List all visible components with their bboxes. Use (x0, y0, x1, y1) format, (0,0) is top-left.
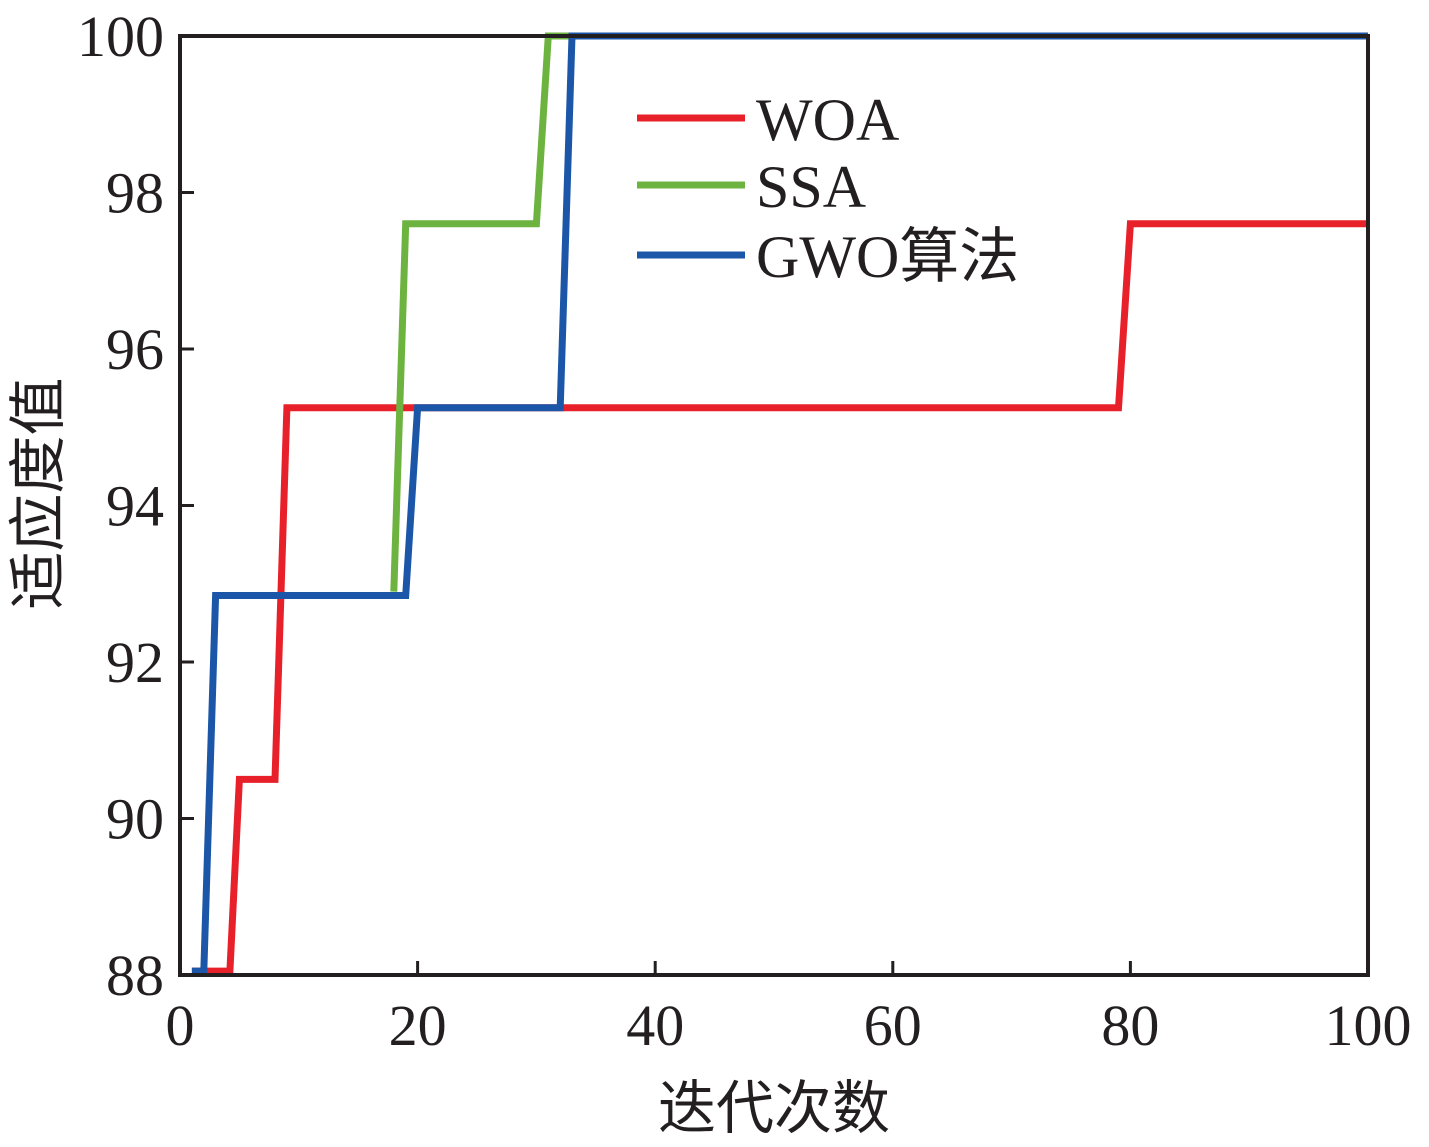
y-tick-label: 100 (77, 4, 164, 69)
y-tick-label: 94 (106, 474, 164, 539)
x-tick-label: 40 (626, 993, 684, 1058)
x-tick-label: 20 (389, 993, 447, 1058)
y-tick-label: 90 (106, 787, 164, 852)
legend-label-gwo: GWO算法 (756, 224, 1019, 290)
y-axis-title: 适应度值 (4, 377, 72, 609)
x-tick-label: 60 (864, 993, 922, 1058)
x-tick-label: 0 (166, 993, 195, 1058)
x-axis-title: 迭代次数 (658, 1074, 890, 1142)
y-tick-label: 98 (106, 161, 164, 226)
x-tick-label: 80 (1101, 993, 1159, 1058)
ticks-layer: 0 20 40 60 80 100 88 90 92 94 96 98 100 (77, 4, 1412, 1058)
x-tick-label: 100 (1325, 993, 1412, 1058)
legend-label-woa: WOA (756, 87, 899, 153)
y-tick-label: 92 (106, 630, 164, 695)
y-tick-label: 96 (106, 317, 164, 382)
y-tick-label: 88 (106, 943, 164, 1008)
series-line-gwo (191, 32, 1368, 975)
legend-label-ssa: SSA (756, 154, 866, 220)
